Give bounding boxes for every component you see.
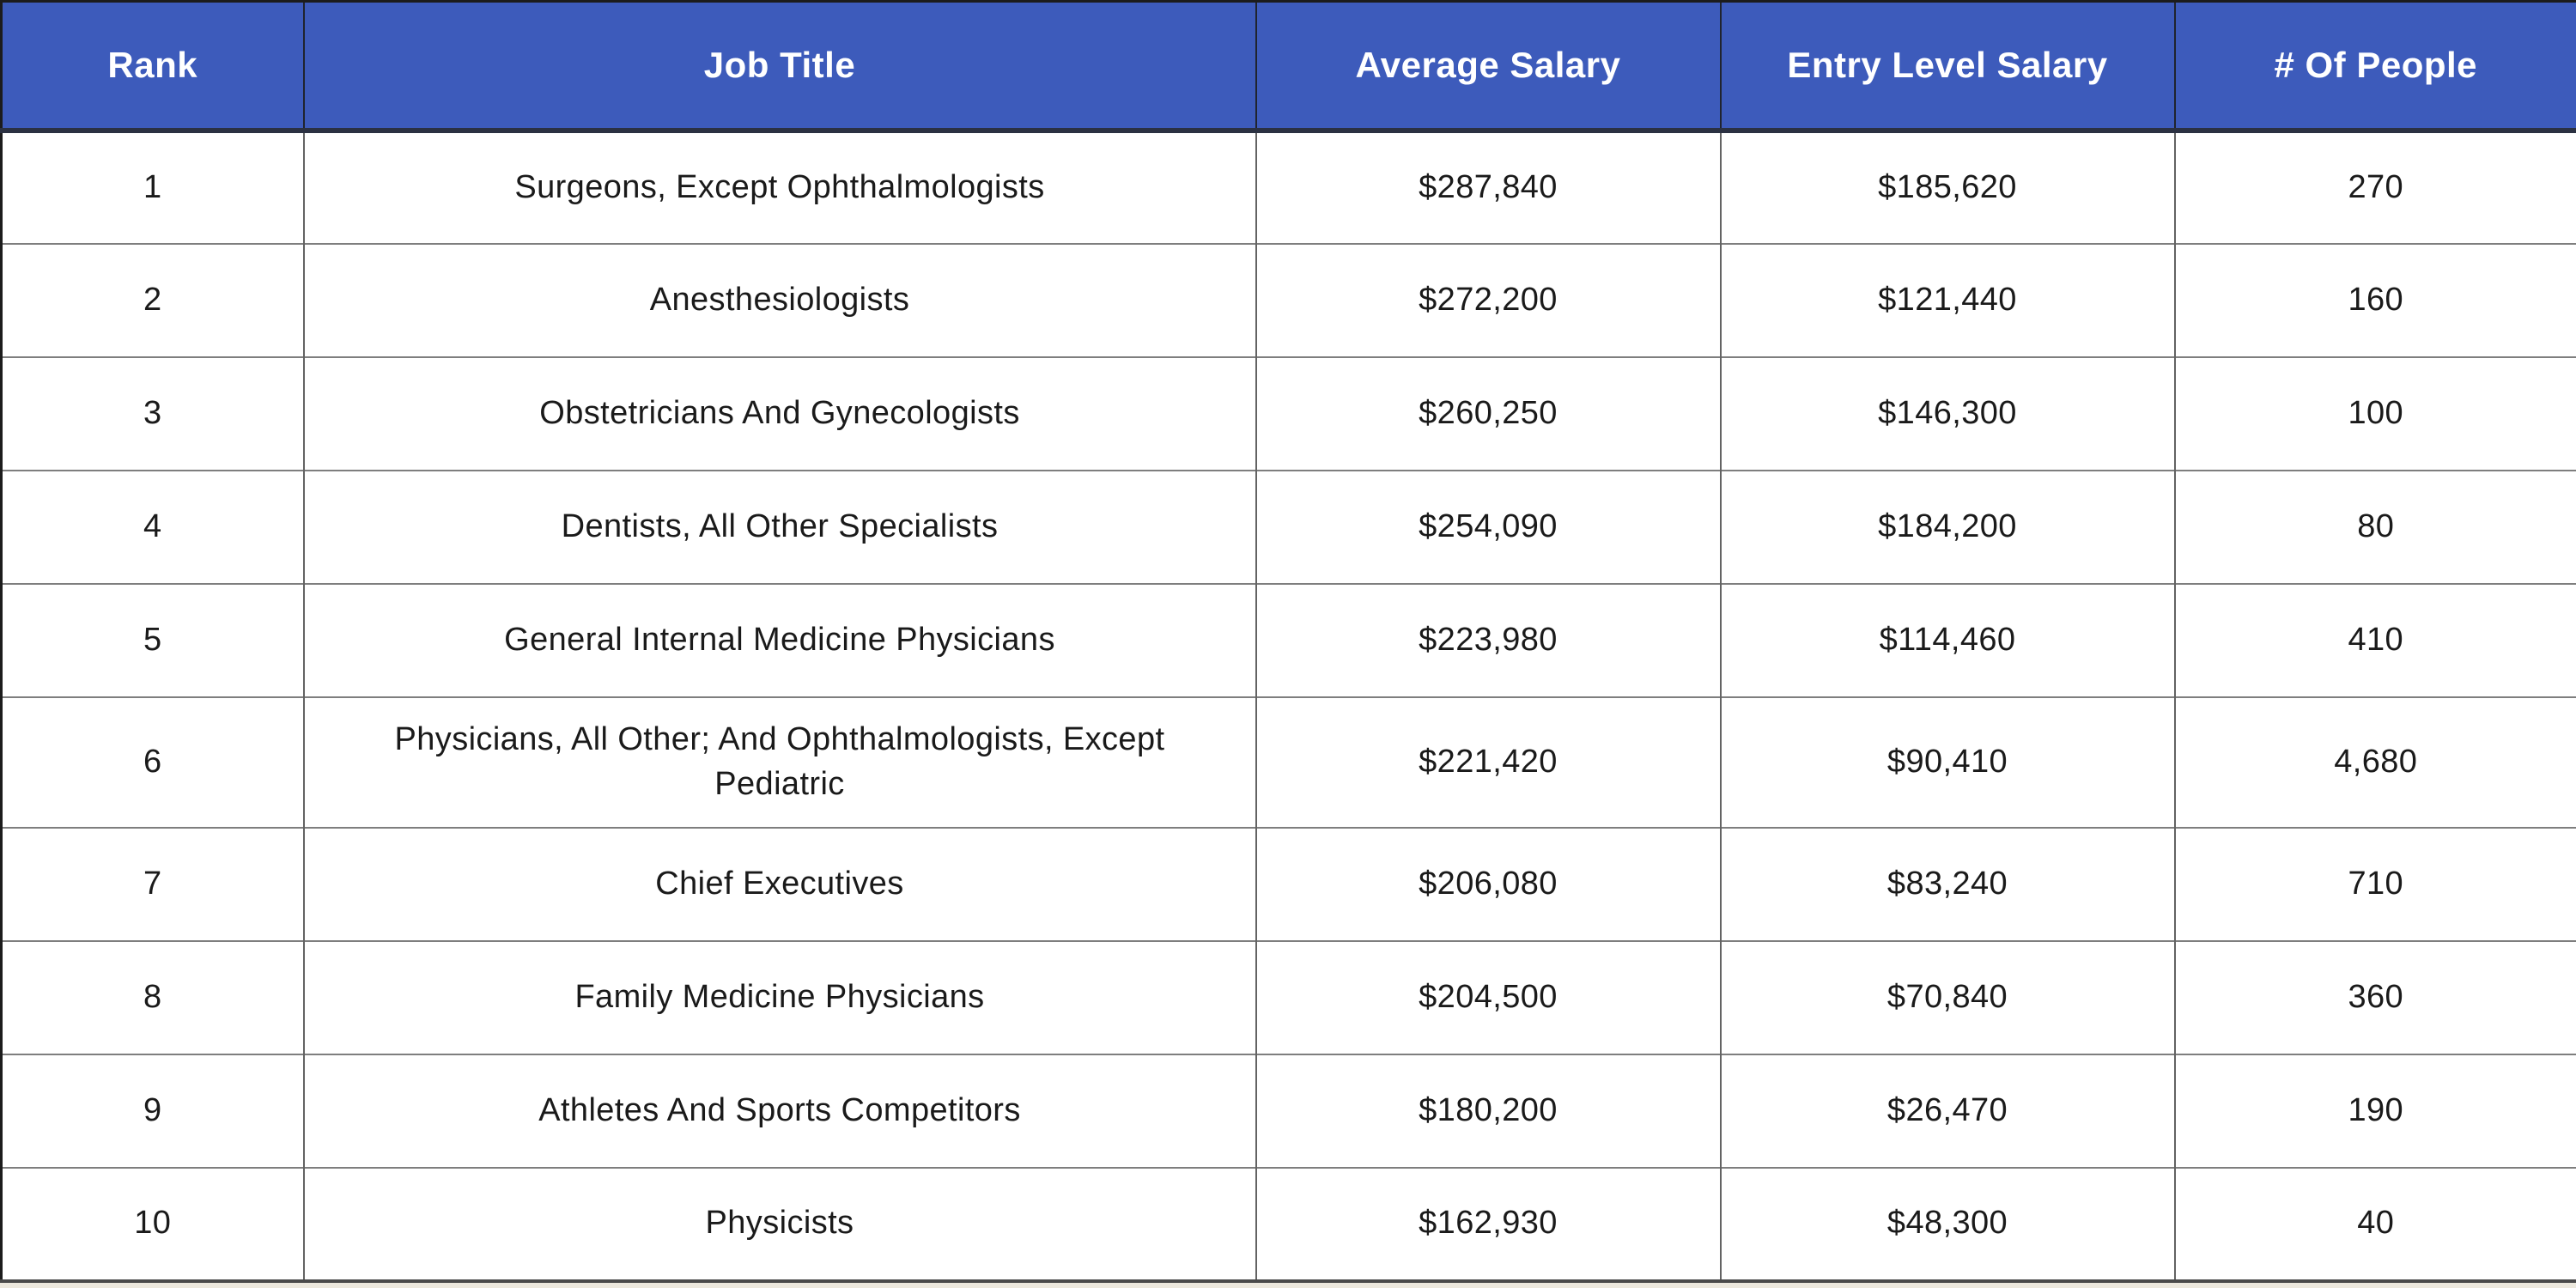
cell-num-people: 710 xyxy=(2174,826,2576,941)
cell-rank: 1 xyxy=(1,129,305,244)
cell-job-title: General Internal Medicine Physicians xyxy=(303,582,1257,697)
cell-num-people: 160 xyxy=(2174,242,2576,357)
cell-entry-level-salary: $146,300 xyxy=(1720,355,2176,471)
cell-num-people: 360 xyxy=(2174,939,2576,1054)
cell-num-people: 270 xyxy=(2174,129,2576,244)
cell-average-salary: $223,980 xyxy=(1255,582,1722,697)
cell-average-salary: $206,080 xyxy=(1255,826,1722,941)
cell-job-title: Family Medicine Physicians xyxy=(303,939,1257,1054)
cell-rank: 6 xyxy=(1,696,305,828)
cell-num-people: 410 xyxy=(2174,582,2576,697)
cell-average-salary: $254,090 xyxy=(1255,469,1722,584)
table-row: 10 Physicists $162,930 $48,300 40 xyxy=(1,1166,2576,1281)
cell-average-salary: $204,500 xyxy=(1255,939,1722,1054)
cell-entry-level-salary: $121,440 xyxy=(1720,242,2176,357)
table-row: 7 Chief Executives $206,080 $83,240 710 xyxy=(1,826,2576,941)
cell-rank: 5 xyxy=(1,582,305,697)
table-row: 6 Physicians, All Other; And Ophthalmolo… xyxy=(1,696,2576,828)
cell-entry-level-salary: $70,840 xyxy=(1720,939,2176,1054)
cell-entry-level-salary: $185,620 xyxy=(1720,129,2176,244)
cell-average-salary: $162,930 xyxy=(1255,1166,1722,1281)
column-header-entry-level-salary: Entry Level Salary xyxy=(1720,1,2176,133)
cell-num-people: 4,680 xyxy=(2174,696,2576,828)
cell-num-people: 100 xyxy=(2174,355,2576,471)
cell-average-salary: $287,840 xyxy=(1255,129,1722,244)
cell-entry-level-salary: $184,200 xyxy=(1720,469,2176,584)
table-header: Rank Job Title Average Salary Entry Leve… xyxy=(1,1,2576,133)
cell-average-salary: $272,200 xyxy=(1255,242,1722,357)
cell-num-people: 40 xyxy=(2174,1166,2576,1281)
table-row: 2 Anesthesiologists $272,200 $121,440 16… xyxy=(1,242,2576,357)
column-header-job-title: Job Title xyxy=(303,1,1257,133)
column-header-rank: Rank xyxy=(1,1,305,133)
cell-rank: 3 xyxy=(1,355,305,471)
cell-average-salary: $260,250 xyxy=(1255,355,1722,471)
cell-entry-level-salary: $114,460 xyxy=(1720,582,2176,697)
cell-rank: 2 xyxy=(1,242,305,357)
cell-average-salary: $180,200 xyxy=(1255,1053,1722,1168)
table-row: 1 Surgeons, Except Ophthalmologists $287… xyxy=(1,129,2576,244)
cell-job-title: Surgeons, Except Ophthalmologists xyxy=(303,129,1257,244)
table-row: 4 Dentists, All Other Specialists $254,0… xyxy=(1,469,2576,584)
table-row: 9 Athletes And Sports Competitors $180,2… xyxy=(1,1053,2576,1168)
table-body: 1 Surgeons, Except Ophthalmologists $287… xyxy=(1,129,2576,1281)
cell-rank: 7 xyxy=(1,826,305,941)
cell-job-title: Physicians, All Other; And Ophthalmologi… xyxy=(303,696,1257,828)
cell-entry-level-salary: $48,300 xyxy=(1720,1166,2176,1281)
table-row: 8 Family Medicine Physicians $204,500 $7… xyxy=(1,939,2576,1054)
table-row: 3 Obstetricians And Gynecologists $260,2… xyxy=(1,355,2576,471)
cell-job-title: Athletes And Sports Competitors xyxy=(303,1053,1257,1168)
cell-job-title: Dentists, All Other Specialists xyxy=(303,469,1257,584)
cell-rank: 8 xyxy=(1,939,305,1054)
cell-job-title: Physicists xyxy=(303,1166,1257,1281)
column-header-average-salary: Average Salary xyxy=(1255,1,1722,133)
cell-entry-level-salary: $26,470 xyxy=(1720,1053,2176,1168)
cell-rank: 9 xyxy=(1,1053,305,1168)
cell-entry-level-salary: $90,410 xyxy=(1720,696,2176,828)
cell-job-title: Chief Executives xyxy=(303,826,1257,941)
column-header-num-people: # Of People xyxy=(2174,1,2576,133)
table-row: 5 General Internal Medicine Physicians $… xyxy=(1,582,2576,697)
cell-num-people: 80 xyxy=(2174,469,2576,584)
cell-rank: 10 xyxy=(1,1166,305,1281)
cell-average-salary: $221,420 xyxy=(1255,696,1722,828)
header-row: Rank Job Title Average Salary Entry Leve… xyxy=(1,1,2576,133)
cell-rank: 4 xyxy=(1,469,305,584)
cell-job-title: Anesthesiologists xyxy=(303,242,1257,357)
cell-num-people: 190 xyxy=(2174,1053,2576,1168)
cell-entry-level-salary: $83,240 xyxy=(1720,826,2176,941)
cell-job-title: Obstetricians And Gynecologists xyxy=(303,355,1257,471)
